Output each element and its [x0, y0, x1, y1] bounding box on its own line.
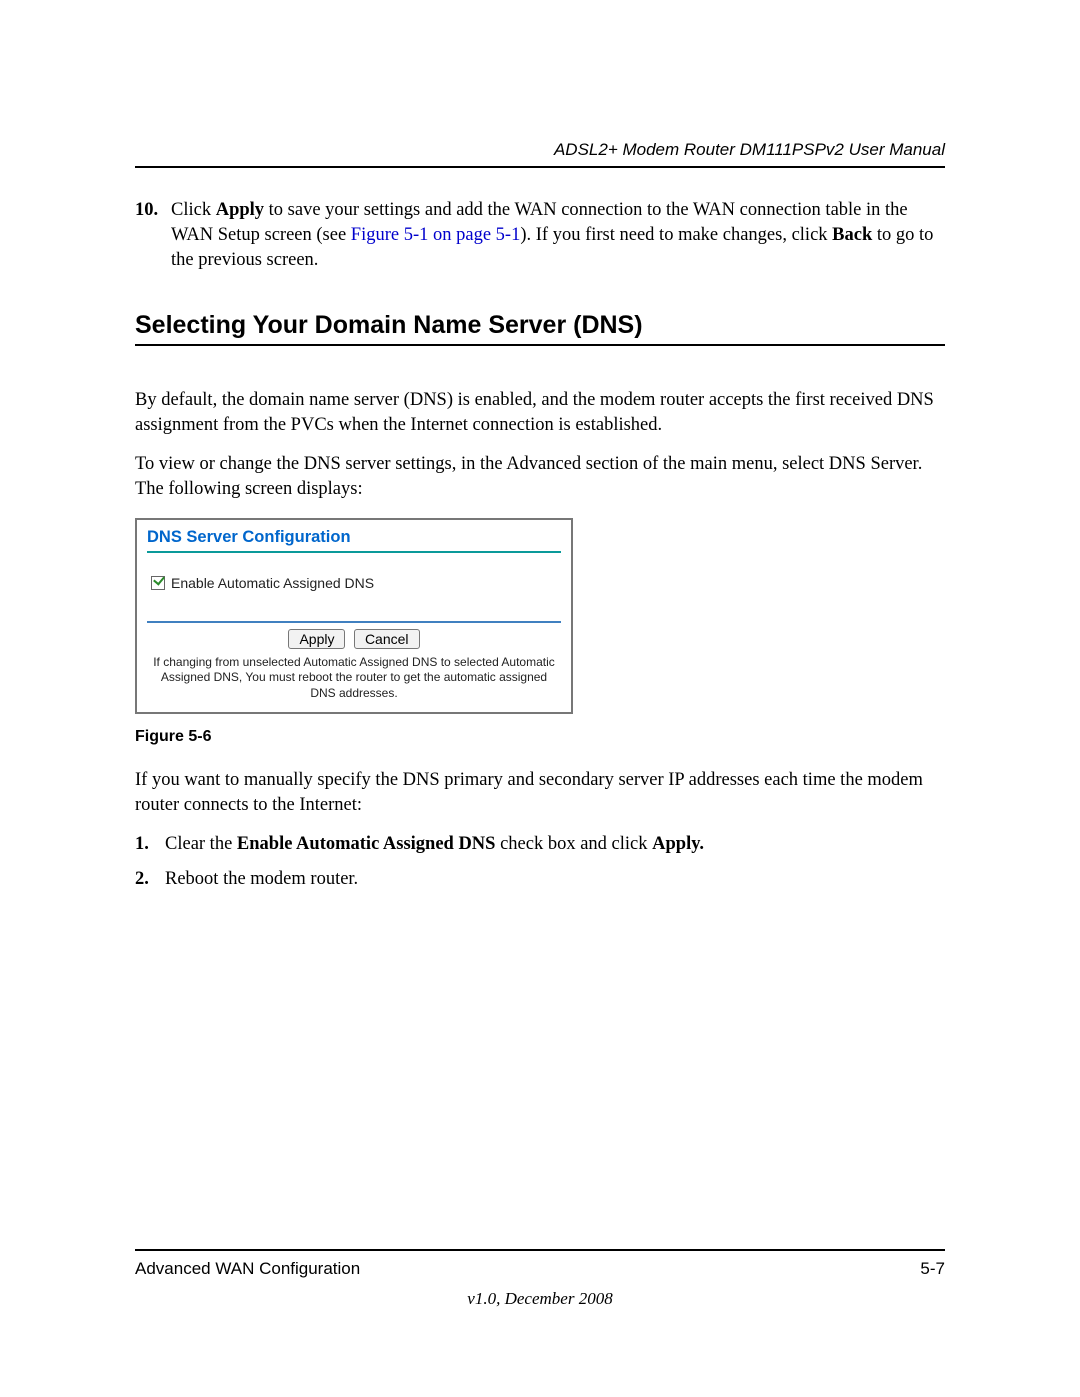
footer-page-number: 5-7 [920, 1259, 945, 1279]
list-number: 2. [135, 867, 165, 893]
teal-rule [147, 551, 561, 553]
text: Click [171, 200, 216, 220]
list-number: 1. [135, 832, 165, 858]
auto-dns-checkbox[interactable] [151, 576, 165, 590]
paragraph: If you want to manually specify the DNS … [135, 768, 945, 818]
footer-section: Advanced WAN Configuration [135, 1259, 360, 1279]
apply-word: Apply [216, 200, 264, 220]
dns-config-panel: DNS Server Configuration Enable Automati… [135, 518, 573, 714]
list-text: Reboot the modem router. [165, 867, 358, 893]
heading-rule [135, 344, 945, 346]
step-10: 10. Click Apply to save your settings an… [135, 198, 945, 273]
apply-button[interactable]: Apply [288, 629, 345, 649]
figure-link[interactable]: Figure 5-1 on page 5-1 [351, 225, 521, 245]
bold-text: Enable Automatic Assigned DNS [237, 834, 496, 854]
footer-version: v1.0, December 2008 [135, 1289, 945, 1309]
step-text: Click Apply to save your settings and ad… [171, 198, 945, 273]
doc-title: ADSL2+ Modem Router DM111PSPv2 User Manu… [135, 140, 945, 160]
text: Clear the [165, 834, 237, 854]
list-item-1: 1. Clear the Enable Automatic Assigned D… [135, 832, 945, 858]
footer-rule [135, 1249, 945, 1251]
bold-text: Apply. [652, 834, 704, 854]
page-footer: Advanced WAN Configuration 5-7 v1.0, Dec… [135, 1249, 945, 1309]
text: ). If you first need to make changes, cl… [520, 225, 832, 245]
back-word: Back [832, 225, 872, 245]
figure-5-6: DNS Server Configuration Enable Automati… [135, 518, 945, 714]
list-text: Clear the Enable Automatic Assigned DNS … [165, 832, 704, 858]
list-item-2: 2. Reboot the modem router. [135, 867, 945, 893]
auto-dns-label: Enable Automatic Assigned DNS [171, 575, 374, 591]
figure-caption: Figure 5-6 [135, 728, 945, 746]
cancel-button[interactable]: Cancel [354, 629, 420, 649]
button-row: Apply Cancel [147, 629, 561, 649]
section-heading: Selecting Your Domain Name Server (DNS) [135, 311, 945, 340]
dns-panel-title: DNS Server Configuration [147, 528, 561, 547]
step-number: 10. [135, 198, 171, 273]
paragraph: By default, the domain name server (DNS)… [135, 388, 945, 438]
auto-dns-row: Enable Automatic Assigned DNS [147, 575, 561, 591]
dns-note: If changing from unselected Automatic As… [147, 655, 561, 706]
text: check box and click [495, 834, 652, 854]
header-rule [135, 166, 945, 168]
paragraph: To view or change the DNS server setting… [135, 452, 945, 502]
blue-rule [147, 621, 561, 623]
